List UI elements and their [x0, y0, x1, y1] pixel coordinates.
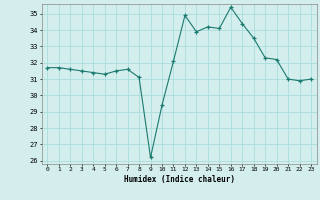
- X-axis label: Humidex (Indice chaleur): Humidex (Indice chaleur): [124, 175, 235, 184]
